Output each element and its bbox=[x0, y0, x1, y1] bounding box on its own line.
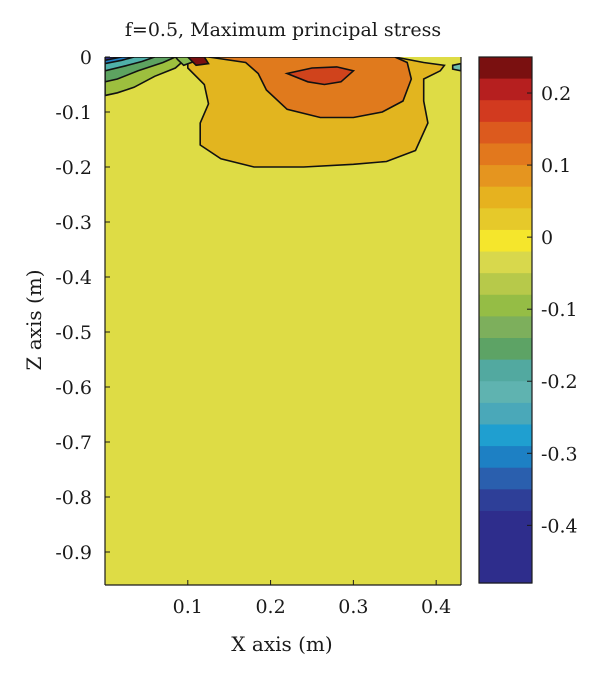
y-tick-label: -0.3 bbox=[55, 212, 92, 234]
y-tick-label: -0.2 bbox=[55, 157, 92, 179]
colorbar-level bbox=[479, 338, 532, 361]
colorbar-level bbox=[479, 381, 532, 404]
colorbar-level bbox=[479, 467, 532, 490]
colorbar-level bbox=[479, 186, 532, 209]
y-tick-label: -0.4 bbox=[55, 267, 92, 289]
colorbar-level bbox=[479, 165, 532, 188]
contour-region-10 bbox=[186, 57, 210, 67]
y-tick-label: -0.6 bbox=[55, 377, 92, 399]
colorbar-level bbox=[479, 100, 532, 123]
colorbar-level bbox=[479, 489, 532, 512]
y-tick-label: -0.5 bbox=[55, 322, 92, 344]
colorbar-tick-label: 0.1 bbox=[541, 155, 571, 177]
colorbar-ticks: 0.2 0.1 0 -0.1 -0.2 -0.3 -0.4 bbox=[527, 83, 578, 537]
y-axis-ticks: 0 -0.1 -0.2 -0.3 -0.4 -0.5 -0.6 -0.7 -0.8 -0.9 bbox=[55, 47, 110, 564]
colorbar-level bbox=[479, 143, 532, 166]
colorbar-level bbox=[479, 57, 532, 80]
chart-title: f=0.5, Maximum principal stress bbox=[125, 19, 441, 41]
colorbar-tick-label: -0.2 bbox=[541, 371, 578, 393]
colorbar-level bbox=[479, 316, 532, 339]
x-tick-label: 0.3 bbox=[338, 596, 368, 618]
contour-region-3 bbox=[284, 66, 356, 86]
y-tick-label: -0.1 bbox=[55, 102, 92, 124]
colorbar-level bbox=[479, 424, 532, 447]
contour-region-8 bbox=[105, 57, 122, 62]
colorbar-level bbox=[479, 78, 532, 101]
plot-area bbox=[104, 57, 462, 586]
colorbar-level bbox=[479, 121, 532, 145]
colorbar-frame bbox=[478, 56, 533, 584]
colorbar-level bbox=[479, 402, 532, 426]
x-tick-label: 0.2 bbox=[255, 596, 285, 618]
x-tick-label: 0.1 bbox=[173, 596, 203, 618]
x-tick-label: 0.4 bbox=[421, 596, 451, 618]
colorbar-tick-label: -0.1 bbox=[541, 299, 578, 321]
x-axis-label: X axis (m) bbox=[231, 632, 332, 656]
colorbar bbox=[478, 56, 533, 584]
colorbar-level bbox=[479, 359, 532, 382]
colorbar-tick-label: 0 bbox=[541, 227, 553, 249]
colorbar-level bbox=[479, 294, 532, 317]
colorbar-tick-label: -0.4 bbox=[541, 515, 578, 537]
colorbar-level bbox=[479, 208, 532, 231]
colorbar-tick-label: 0.2 bbox=[541, 83, 571, 105]
contour-region-11 bbox=[451, 62, 461, 72]
colorbar-tick-label: -0.3 bbox=[541, 443, 578, 465]
colorbar-level bbox=[479, 229, 532, 253]
colorbar-level bbox=[479, 510, 532, 584]
colorbar-level bbox=[479, 446, 532, 469]
colorbar-level bbox=[479, 251, 532, 274]
colorbar-level bbox=[479, 273, 532, 296]
y-tick-label: -0.7 bbox=[55, 432, 92, 454]
y-tick-label: -0.9 bbox=[55, 542, 92, 564]
contour-region-2 bbox=[208, 57, 413, 119]
y-tick-label: 0 bbox=[80, 47, 92, 69]
y-axis-label: Z axis (m) bbox=[22, 269, 46, 370]
x-axis-ticks: 0.1 0.2 0.3 0.4 bbox=[173, 580, 451, 618]
y-tick-label: -0.8 bbox=[55, 487, 92, 509]
